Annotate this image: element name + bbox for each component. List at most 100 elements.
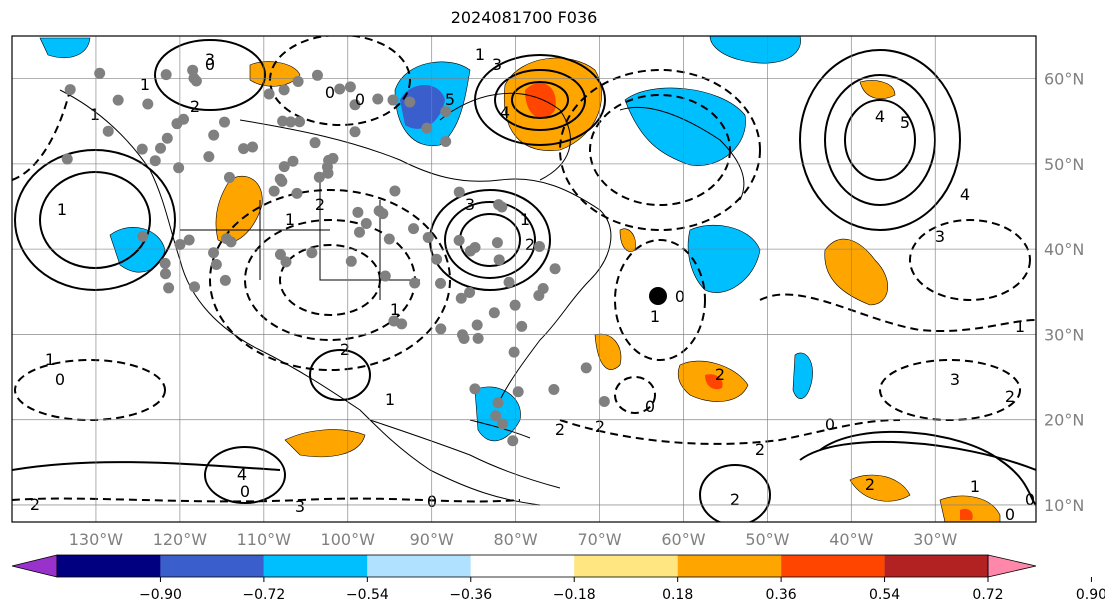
graticule xyxy=(12,36,1036,522)
station-marker xyxy=(137,230,149,242)
contour-label: 1 xyxy=(390,300,400,319)
station-marker xyxy=(112,94,124,106)
contour-label: 0 xyxy=(240,482,250,501)
colorbar-tick-label: 0.36 xyxy=(766,587,797,603)
contour-label: 0 xyxy=(205,55,215,74)
colorbar-tick-label: −0.72 xyxy=(242,587,285,603)
station-marker xyxy=(387,94,399,106)
station-marker xyxy=(161,132,173,144)
station-marker xyxy=(488,307,500,319)
contour-label: 1 xyxy=(140,75,150,94)
anomaly-shading xyxy=(39,36,1001,522)
station-marker xyxy=(274,173,286,185)
station-marker xyxy=(497,418,509,430)
station-marker xyxy=(278,84,290,96)
contour-label: 1 xyxy=(45,350,55,369)
contour-label: 5 xyxy=(900,113,910,132)
station-marker xyxy=(183,234,195,246)
station-marker xyxy=(219,274,231,286)
contour-label: 4 xyxy=(237,465,247,484)
contour-label: 3 xyxy=(492,55,502,74)
colorbar-segment xyxy=(160,555,264,577)
contour-label: 1 xyxy=(57,200,67,219)
station-marker xyxy=(294,116,306,128)
contour-label: 2 xyxy=(315,195,325,214)
station-marker xyxy=(421,122,433,134)
station-marker xyxy=(404,96,416,108)
station-marker xyxy=(435,277,447,289)
station-marker xyxy=(189,281,201,293)
station-marker xyxy=(471,319,483,331)
station-markers xyxy=(61,64,610,447)
contour-label: 0 xyxy=(1025,490,1035,509)
colorbar-segment xyxy=(470,555,575,577)
station-marker xyxy=(353,226,365,238)
latitude-label: 10°N xyxy=(1044,496,1084,515)
contour-label: 0 xyxy=(675,287,685,306)
contour-lines-negative xyxy=(12,36,1036,503)
station-marker xyxy=(598,395,610,407)
station-marker xyxy=(306,247,318,259)
colorbar-segment xyxy=(57,555,161,577)
longitude-label: 60°W xyxy=(661,530,705,549)
colorbar-segment xyxy=(677,555,782,577)
contour-label: 2 xyxy=(190,97,200,116)
shading-negative xyxy=(624,87,746,166)
colorbar-segment xyxy=(574,555,678,577)
contour-label: 1 xyxy=(385,390,395,409)
station-marker xyxy=(309,137,321,149)
map-title: 2024081700 F036 xyxy=(450,8,598,27)
station-marker xyxy=(238,143,250,155)
shading-negative xyxy=(39,37,91,58)
contour-label: 2 xyxy=(755,440,765,459)
contour-label: 1 xyxy=(650,307,660,326)
station-marker xyxy=(379,270,391,282)
station-marker xyxy=(464,286,476,298)
colorbar-tick-label: 0.18 xyxy=(662,587,693,603)
contour-label: 2 xyxy=(555,420,565,439)
station-marker xyxy=(508,346,520,358)
longitude-label: 40°W xyxy=(829,530,873,549)
station-marker xyxy=(440,106,452,118)
station-marker xyxy=(94,67,106,79)
station-marker xyxy=(160,69,172,81)
station-marker xyxy=(360,217,372,229)
contour-label: 2 xyxy=(595,417,605,436)
station-marker xyxy=(247,141,259,153)
colorbar-tick-labels: −0.90 −0.72 −0.54 −0.36 −0.18 0.18 0.36 0.54 0.7… xyxy=(139,577,1105,603)
colorbar-tick-label: −0.54 xyxy=(346,587,389,603)
longitude-label: 120°W xyxy=(153,530,208,549)
colorbar-tick-label: −0.36 xyxy=(449,587,492,603)
station-marker xyxy=(313,171,325,183)
contour-label: 0 xyxy=(55,370,65,389)
station-marker xyxy=(352,206,364,218)
station-marker xyxy=(210,259,222,271)
station-marker xyxy=(327,152,339,164)
longitude-label: 30°W xyxy=(913,530,957,549)
contour-labels: 3210034512345432104210232101123202011121… xyxy=(30,45,1035,522)
longitude-labels: 130°W 120°W 110°W 100°W 90°W 80°W 70°W 60°W 50°W… xyxy=(69,530,958,549)
station-marker xyxy=(263,88,275,100)
longitude-label: 70°W xyxy=(577,530,621,549)
station-marker xyxy=(292,75,304,87)
station-marker xyxy=(218,116,230,128)
station-marker xyxy=(277,115,289,127)
colorbar-frame xyxy=(56,554,989,578)
contour-label: 1 xyxy=(285,210,295,229)
contour-label: 3 xyxy=(935,227,945,246)
station-marker xyxy=(136,143,148,155)
shading-negative-strong xyxy=(400,85,445,129)
station-marker xyxy=(187,64,199,76)
longitude-label: 130°W xyxy=(69,530,124,549)
station-marker xyxy=(549,263,561,275)
latitude-label: 20°N xyxy=(1044,411,1084,430)
contour-label: 2 xyxy=(730,490,740,509)
shading-negative xyxy=(709,36,801,64)
latitude-label: 50°N xyxy=(1044,155,1084,174)
longitude-label: 50°W xyxy=(745,530,789,549)
longitude-label: 110°W xyxy=(237,530,292,549)
shading-positive xyxy=(215,175,263,243)
latitude-label: 60°N xyxy=(1044,70,1084,89)
station-marker xyxy=(268,185,280,197)
longitude-label: 100°W xyxy=(321,530,376,549)
